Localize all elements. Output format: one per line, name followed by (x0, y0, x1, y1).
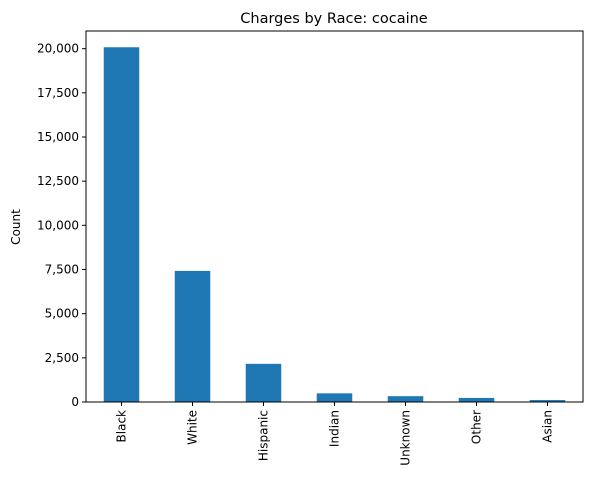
bar-white (174, 270, 211, 402)
bar-black (103, 47, 140, 403)
y-tick-label: 15,000 (37, 130, 79, 144)
bar-asian (529, 400, 566, 402)
y-tick-label: 20,000 (37, 42, 79, 56)
x-tick-label: Unknown (399, 410, 413, 466)
y-tick-label: 5,000 (45, 307, 79, 321)
bar-other (458, 397, 495, 402)
chart-title: Charges by Race: cocaine (240, 11, 428, 27)
y-tick-label: 17,500 (37, 86, 79, 100)
y-tick-label: 12,500 (37, 174, 79, 188)
y-axis-ticks: 0 2,500 5,000 7,500 10,000 12,500 15,000 17,500… (37, 42, 86, 409)
bar-unknown (387, 396, 424, 402)
bars-layer (103, 47, 566, 403)
bar-hispanic (245, 363, 282, 402)
x-tick-label: Hispanic (257, 410, 271, 461)
y-tick-label: 10,000 (37, 218, 79, 232)
y-tick-label: 7,500 (45, 263, 79, 277)
y-tick-label: 2,500 (45, 351, 79, 365)
x-tick-label: White (186, 410, 200, 445)
x-tick-label: Black (115, 410, 129, 443)
plot-frame (85, 30, 584, 403)
bar-indian (316, 393, 353, 402)
y-axis-label: Count (9, 209, 23, 245)
x-tick-label: Other (470, 410, 484, 444)
x-tick-label: Indian (328, 410, 342, 447)
y-tick-label: 0 (71, 395, 79, 409)
x-tick-label: Asian (541, 410, 555, 443)
x-axis-ticks: Black White Hispanic Indian Unknown Other Asia… (115, 402, 555, 466)
